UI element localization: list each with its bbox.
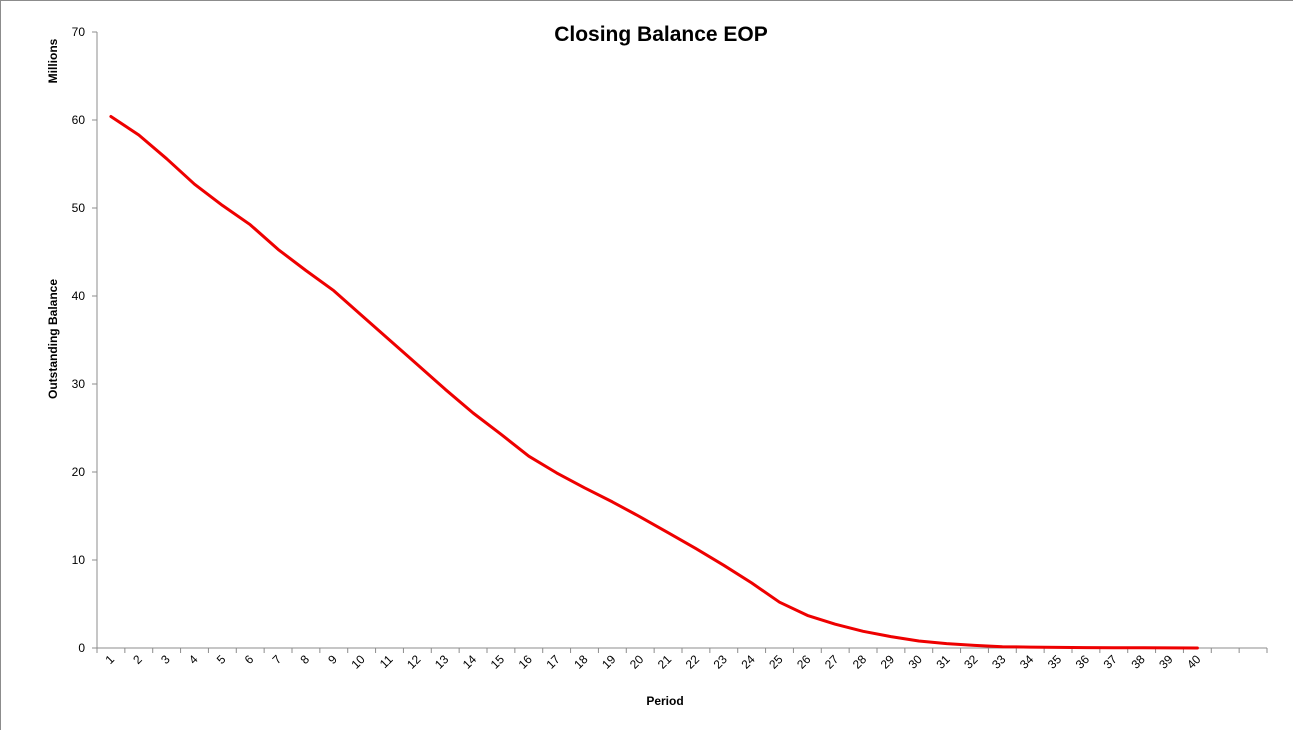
x-tick-label: 11 (377, 652, 396, 671)
y-tick-label: 60 (72, 113, 86, 127)
x-tick-label: 32 (961, 652, 981, 672)
y-axis-unit-label: Millions (46, 38, 60, 83)
x-tick-label: 30 (906, 652, 926, 672)
x-tick-label: 7 (270, 652, 285, 667)
y-tick-label: 10 (72, 553, 86, 567)
y-tick-label: 30 (72, 377, 86, 391)
x-tick-label: 18 (571, 652, 591, 672)
x-tick-label: 33 (989, 652, 1009, 672)
x-tick-label: 10 (348, 652, 368, 672)
x-tick-label: 21 (655, 652, 675, 672)
x-tick-label: 27 (822, 652, 842, 672)
y-tick-label: 70 (72, 25, 86, 39)
x-tick-label: 12 (404, 652, 424, 672)
x-tick-label: 19 (599, 652, 619, 672)
y-tick-label: 0 (78, 641, 85, 655)
x-tick-label: 38 (1128, 652, 1148, 672)
x-tick-label: 23 (711, 652, 731, 672)
x-tick-label: 9 (325, 652, 340, 667)
x-tick-label: 28 (850, 652, 870, 672)
y-axis-ticks: 0 10 20 30 40 50 60 70 (72, 25, 97, 655)
y-tick-label: 50 (72, 201, 86, 215)
x-tick-label: 8 (297, 652, 312, 667)
x-tick-label: 1 (102, 652, 117, 667)
x-tick-label: 17 (543, 652, 563, 672)
x-tick-label: 35 (1045, 652, 1065, 672)
x-tick-label: 15 (488, 652, 508, 672)
x-tick-label: 37 (1101, 652, 1121, 672)
x-tick-label: 2 (130, 652, 145, 667)
x-tick-label: 20 (627, 652, 647, 672)
x-tick-label: 40 (1184, 652, 1204, 672)
x-tick-label: 22 (683, 652, 703, 672)
series-line-closing-balance (109, 115, 1199, 650)
x-tick-label: 16 (516, 652, 536, 672)
y-tick-label: 20 (72, 465, 86, 479)
x-tick-label: 14 (460, 652, 480, 672)
x-tick-label: 24 (738, 652, 758, 672)
chart-title: Closing Balance EOP (554, 23, 768, 46)
x-tick-label: 34 (1017, 652, 1037, 672)
x-tick-label: 6 (242, 652, 257, 667)
x-tick-label: 39 (1156, 652, 1176, 672)
x-tick-label: 36 (1073, 652, 1093, 672)
y-tick-label: 40 (72, 289, 86, 303)
x-tick-label: 5 (214, 652, 229, 667)
x-tick-label: 4 (186, 652, 201, 667)
x-tick-label: 26 (794, 652, 814, 672)
x-tick-label: 3 (158, 652, 173, 667)
x-tick-label: 25 (766, 652, 786, 672)
x-tick-label: 13 (432, 652, 452, 672)
x-tick-label: 29 (878, 652, 898, 672)
x-tick-label: 31 (933, 652, 953, 672)
y-axis-title: Outstanding Balance (46, 279, 60, 399)
x-axis-title: Period (646, 694, 683, 708)
x-axis-ticks: 1 2 3 4 5 6 7 8 9 10 11 12 13 14 15 16 17 18 19 20 21 22 23 24 2… (96, 648, 1268, 672)
